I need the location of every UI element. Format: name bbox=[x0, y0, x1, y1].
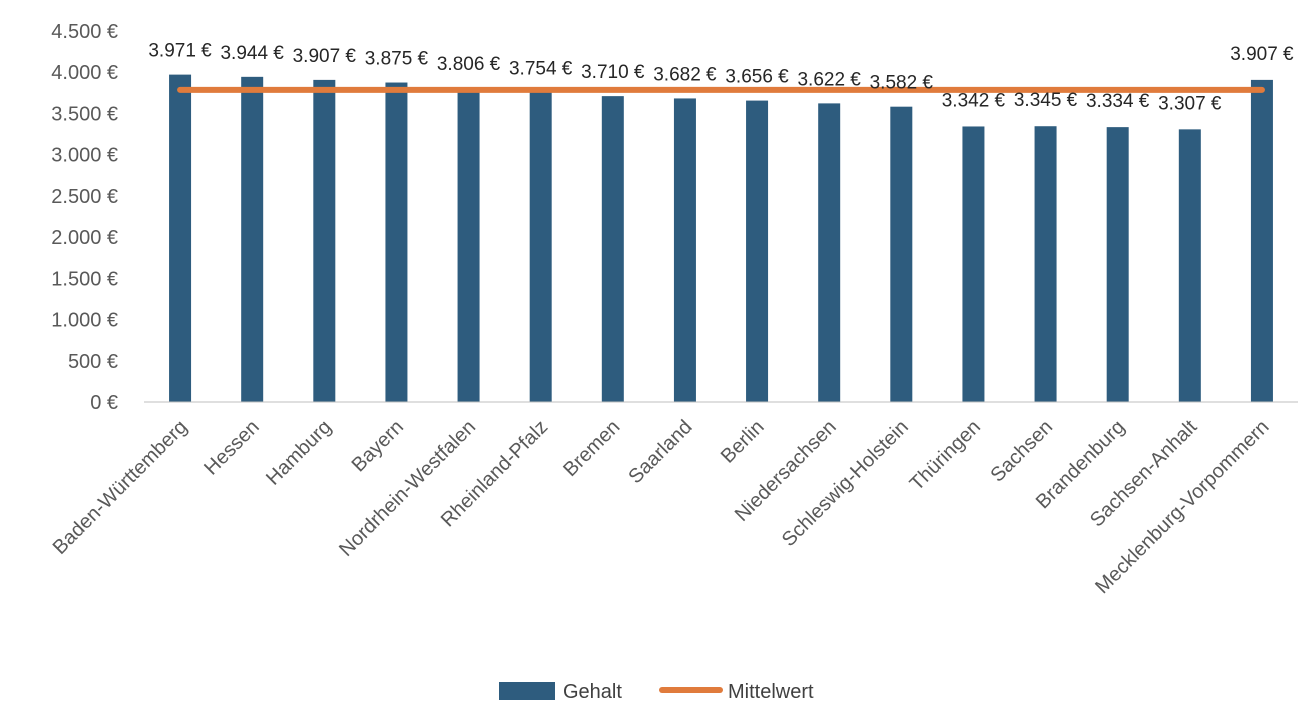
bar bbox=[313, 79, 336, 402]
bar bbox=[890, 106, 913, 403]
data-label: 3.656 € bbox=[725, 67, 789, 88]
legend-label-mittelwert: Mittelwert bbox=[728, 681, 814, 703]
legend-label-gehalt: Gehalt bbox=[563, 681, 622, 703]
data-label: 3.754 € bbox=[509, 59, 573, 80]
bar bbox=[457, 88, 480, 403]
data-label: 3.682 € bbox=[653, 64, 717, 85]
y-tick-label: 4.000 € bbox=[51, 62, 118, 84]
data-label: 3.710 € bbox=[581, 62, 645, 83]
y-tick-label: 3.000 € bbox=[51, 145, 118, 167]
bar bbox=[169, 74, 192, 403]
bar bbox=[1106, 127, 1129, 402]
y-tick-label: 2.000 € bbox=[51, 227, 118, 249]
x-tick-label: Hessen bbox=[200, 416, 264, 480]
x-tick-label: Berlin bbox=[717, 416, 769, 468]
data-label: 3.334 € bbox=[1086, 91, 1150, 112]
y-tick-label: 4.500 € bbox=[51, 21, 118, 43]
data-label: 3.307 € bbox=[1158, 93, 1222, 114]
data-label: 3.875 € bbox=[365, 49, 429, 70]
data-labels: 3.971 € 3.944 € 3.907 € 3.875 € 3.806 € 3.754… bbox=[148, 41, 1294, 115]
data-label: 3.971 € bbox=[148, 41, 212, 62]
bar bbox=[962, 126, 985, 402]
data-label: 3.806 € bbox=[437, 54, 501, 75]
data-label: 3.907 € bbox=[293, 46, 357, 67]
x-tick-label: Bremen bbox=[559, 416, 624, 481]
x-tick-label: Hamburg bbox=[262, 416, 336, 490]
legend-swatch-gehalt bbox=[499, 682, 555, 700]
x-tick-label: Saarland bbox=[624, 416, 696, 488]
y-tick-label: 1.500 € bbox=[51, 268, 118, 290]
y-axis: 0 € 500 € 1.000 € 1.500 € 2.000 € 2.500 € 3.00… bbox=[51, 21, 118, 414]
bar bbox=[385, 82, 408, 403]
bar bbox=[601, 96, 624, 403]
x-tick-label: Schleswig-Holstein bbox=[778, 416, 913, 551]
bar bbox=[241, 76, 264, 402]
x-tick-label: Baden-Württemberg bbox=[49, 416, 192, 559]
y-tick-label: 2.500 € bbox=[51, 186, 118, 208]
bar bbox=[1034, 126, 1057, 403]
bar bbox=[818, 103, 841, 402]
data-label: 3.345 € bbox=[1014, 90, 1078, 111]
y-tick-label: 0 € bbox=[90, 392, 118, 414]
data-label: 3.582 € bbox=[870, 73, 934, 94]
bar bbox=[673, 98, 696, 403]
bar-series bbox=[169, 74, 1273, 403]
data-label: 3.342 € bbox=[942, 90, 1006, 111]
x-tick-label: Nordrhein-Westfalen bbox=[335, 416, 480, 561]
data-label: 3.944 € bbox=[220, 43, 284, 64]
bar bbox=[1250, 79, 1273, 402]
y-tick-label: 500 € bbox=[68, 351, 118, 373]
x-tick-label: Thüringen bbox=[906, 416, 985, 495]
data-label: 3.622 € bbox=[797, 69, 861, 90]
bar bbox=[746, 100, 769, 402]
data-label: 3.907 € bbox=[1230, 44, 1294, 65]
x-tick-label: Sachsen bbox=[986, 416, 1057, 487]
legend: Gehalt Mittelwert bbox=[499, 681, 814, 703]
y-tick-label: 1.000 € bbox=[51, 310, 118, 332]
bar bbox=[529, 92, 552, 403]
y-tick-label: 3.500 € bbox=[51, 103, 118, 125]
bar bbox=[1178, 129, 1201, 403]
x-tick-label: Bayern bbox=[348, 416, 408, 476]
